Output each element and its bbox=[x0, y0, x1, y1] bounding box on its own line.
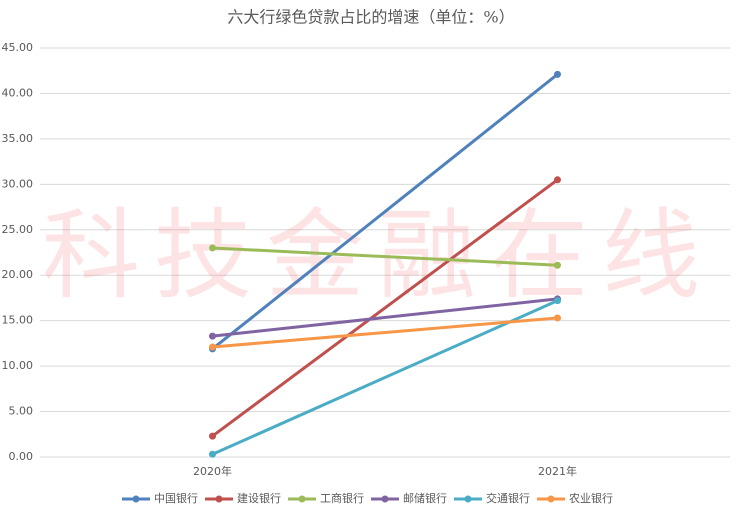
y-tick-label: 45.00 bbox=[2, 41, 34, 54]
legend-marker bbox=[298, 495, 306, 503]
y-tick-label: 35.00 bbox=[2, 132, 34, 145]
legend-marker bbox=[132, 495, 140, 503]
legend-label: 交通银行 bbox=[486, 491, 530, 505]
data-point bbox=[209, 432, 216, 440]
data-point bbox=[209, 244, 216, 252]
legend-marker bbox=[215, 495, 223, 503]
chart-title: 六大行绿色贷款占比的增速（单位：%） bbox=[227, 8, 514, 27]
y-tick-label: 5.00 bbox=[9, 405, 34, 418]
legend-marker bbox=[381, 495, 389, 503]
data-point bbox=[554, 314, 561, 322]
data-point bbox=[554, 297, 561, 305]
legend-label: 农业银行 bbox=[569, 491, 613, 505]
legend-marker bbox=[547, 495, 555, 503]
y-tick-label: 10.00 bbox=[2, 359, 34, 372]
y-tick-label: 20.00 bbox=[2, 268, 34, 281]
series-line bbox=[211, 299, 559, 456]
data-point bbox=[209, 332, 216, 340]
data-point bbox=[554, 176, 561, 184]
legend-label: 工商银行 bbox=[320, 491, 364, 505]
data-point bbox=[554, 70, 561, 78]
y-tick-label: 30.00 bbox=[2, 177, 34, 190]
y-tick-label: 40.00 bbox=[2, 86, 34, 99]
x-tick-label: 2020年 bbox=[193, 464, 232, 478]
data-point bbox=[554, 261, 561, 269]
series-line bbox=[211, 297, 559, 338]
y-tick-label: 0.00 bbox=[9, 450, 34, 463]
data-point bbox=[209, 343, 216, 351]
series-line bbox=[211, 316, 559, 349]
legend-label: 中国银行 bbox=[154, 491, 198, 505]
series-line bbox=[211, 72, 559, 351]
legend-label: 建设银行 bbox=[237, 491, 281, 505]
data-point bbox=[209, 450, 216, 458]
y-tick-label: 25.00 bbox=[2, 223, 34, 236]
y-tick-label: 15.00 bbox=[2, 314, 34, 327]
legend-marker bbox=[464, 495, 472, 503]
series-line bbox=[211, 178, 559, 438]
x-tick-label: 2021年 bbox=[538, 464, 577, 478]
legend-label: 邮储银行 bbox=[403, 491, 447, 505]
series-line bbox=[211, 246, 559, 267]
